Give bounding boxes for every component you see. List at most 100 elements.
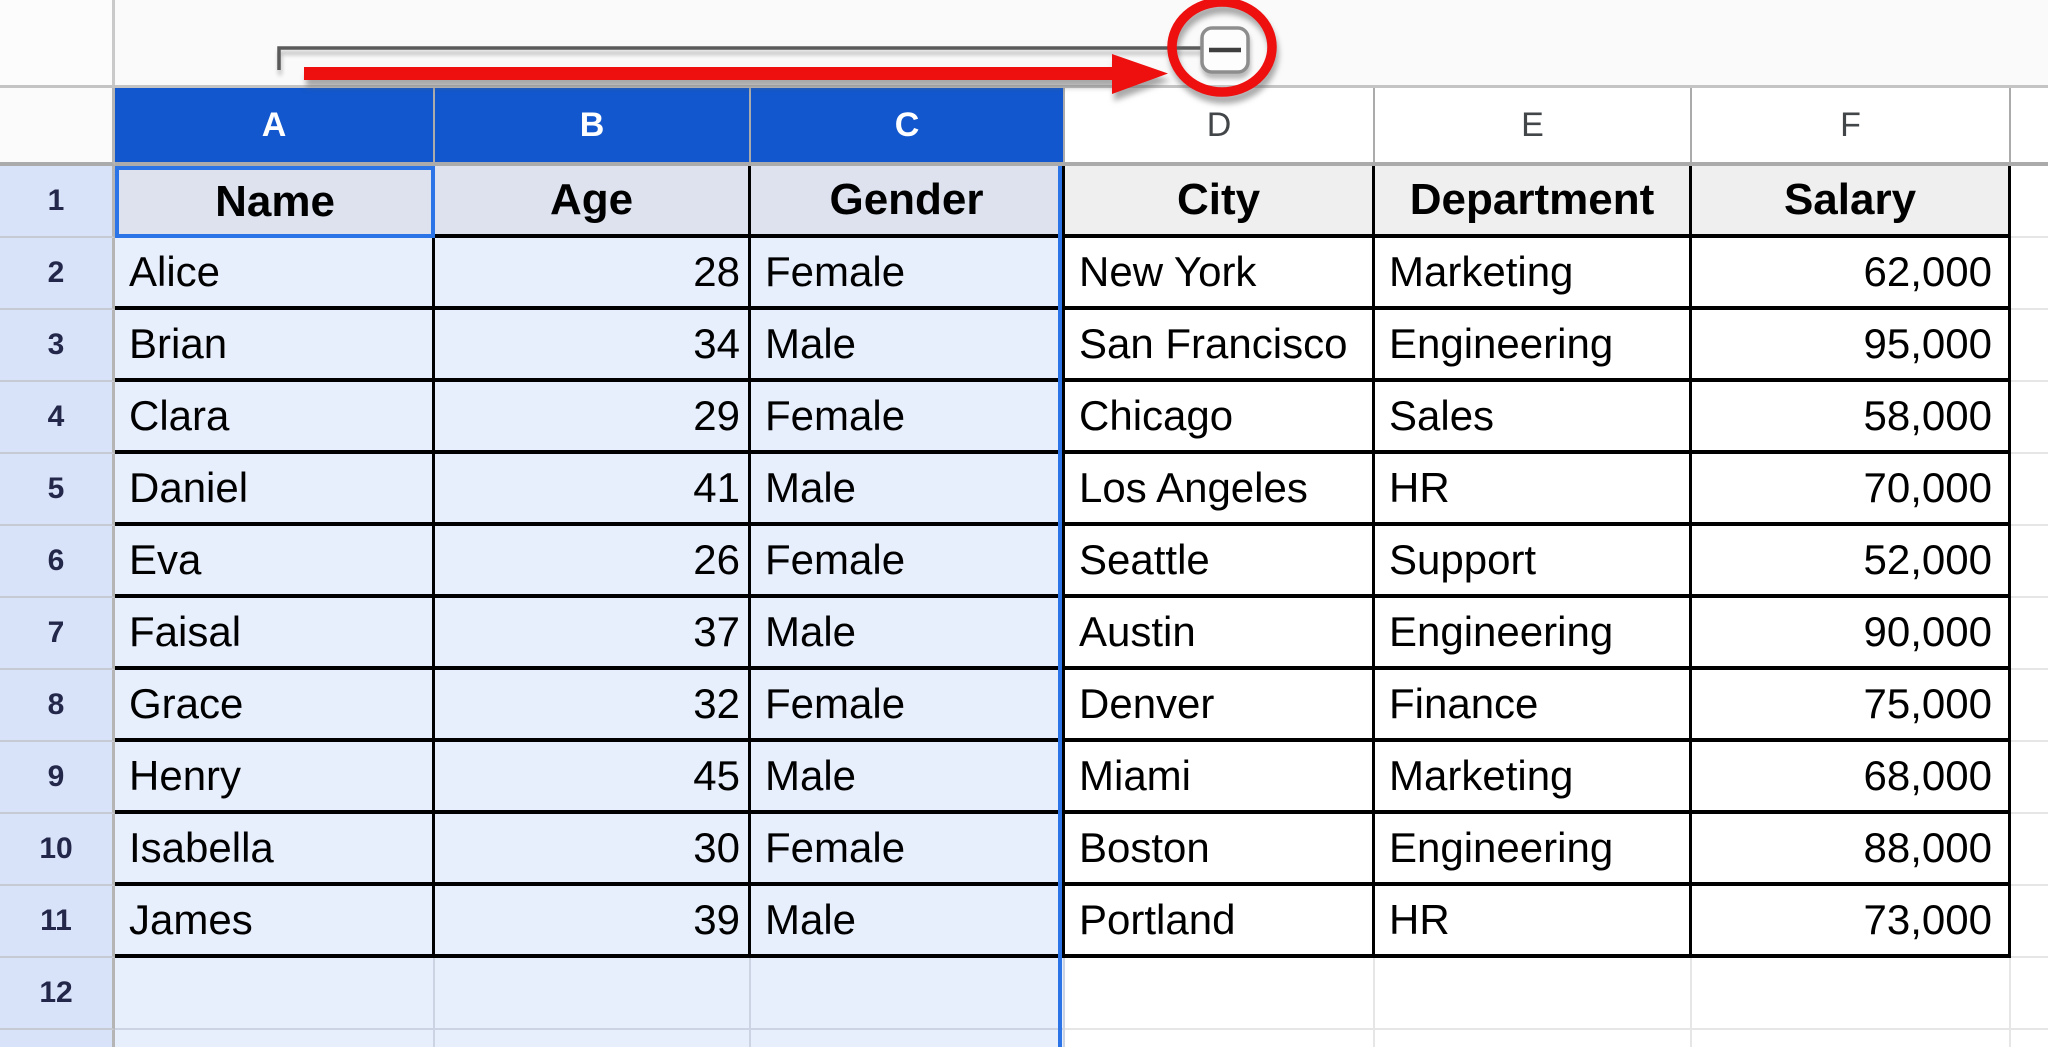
column-header-F[interactable]: F: [1692, 88, 2011, 166]
cell-D1[interactable]: City: [1065, 166, 1375, 238]
cell-A8[interactable]: Grace: [115, 670, 435, 742]
cell-B1[interactable]: Age: [435, 166, 751, 238]
cell-D3[interactable]: San Francisco: [1065, 310, 1375, 382]
cell-F10[interactable]: 88,000: [1692, 814, 2011, 886]
cell-B12[interactable]: [435, 958, 751, 1030]
cell-A9[interactable]: Henry: [115, 742, 435, 814]
selection-right-border: [1058, 166, 1062, 1047]
cell-A4[interactable]: Clara: [115, 382, 435, 454]
row-header-9[interactable]: 9: [0, 742, 115, 814]
cell-C7[interactable]: Male: [751, 598, 1065, 670]
cell-C9[interactable]: Male: [751, 742, 1065, 814]
cell-A12[interactable]: [115, 958, 435, 1030]
cell-A6[interactable]: Eva: [115, 526, 435, 598]
row-header-4[interactable]: 4: [0, 382, 115, 454]
cell-D6[interactable]: Seattle: [1065, 526, 1375, 598]
row-header-12[interactable]: 12: [0, 958, 115, 1030]
cell-A7[interactable]: Faisal: [115, 598, 435, 670]
cell-D11[interactable]: Portland: [1065, 886, 1375, 958]
row-header-1[interactable]: 1: [0, 166, 115, 238]
cell-C6[interactable]: Female: [751, 526, 1065, 598]
cell-C1[interactable]: Gender: [751, 166, 1065, 238]
cell-C3[interactable]: Male: [751, 310, 1065, 382]
row-header-2[interactable]: 2: [0, 238, 115, 310]
cell-C4[interactable]: Female: [751, 382, 1065, 454]
cell-E4[interactable]: Sales: [1375, 382, 1692, 454]
cell-F12[interactable]: [1692, 958, 2011, 1030]
cell-B7[interactable]: 37: [435, 598, 751, 670]
row-header-7[interactable]: 7: [0, 598, 115, 670]
cell-E10[interactable]: Engineering: [1375, 814, 1692, 886]
cell-B13[interactable]: [435, 1030, 751, 1047]
row-header-13[interactable]: 13: [0, 1030, 115, 1047]
cell-E6[interactable]: Support: [1375, 526, 1692, 598]
cell-B8[interactable]: 32: [435, 670, 751, 742]
cell-B10[interactable]: 30: [435, 814, 751, 886]
row-header-5[interactable]: 5: [0, 454, 115, 526]
cell-C10[interactable]: Female: [751, 814, 1065, 886]
cell-E8[interactable]: Finance: [1375, 670, 1692, 742]
column-header-A[interactable]: A: [115, 88, 435, 166]
cell-D10[interactable]: Boston: [1065, 814, 1375, 886]
cell-D13[interactable]: [1065, 1030, 1375, 1047]
cell-F4[interactable]: 58,000: [1692, 382, 2011, 454]
select-all-corner[interactable]: [0, 88, 115, 166]
cell-A3[interactable]: Brian: [115, 310, 435, 382]
cell-F5[interactable]: 70,000: [1692, 454, 2011, 526]
cell-E9[interactable]: Marketing: [1375, 742, 1692, 814]
cell-C11[interactable]: Male: [751, 886, 1065, 958]
column-header-C[interactable]: C: [751, 88, 1065, 166]
cell-D5[interactable]: Los Angeles: [1065, 454, 1375, 526]
cell-F11[interactable]: 73,000: [1692, 886, 2011, 958]
cell-E5[interactable]: HR: [1375, 454, 1692, 526]
row-header-11[interactable]: 11: [0, 886, 115, 958]
cell-C12[interactable]: [751, 958, 1065, 1030]
cell-D2[interactable]: New York: [1065, 238, 1375, 310]
cell-D9[interactable]: Miami: [1065, 742, 1375, 814]
cell-F8[interactable]: 75,000: [1692, 670, 2011, 742]
cell-D7[interactable]: Austin: [1065, 598, 1375, 670]
cell-B3[interactable]: 34: [435, 310, 751, 382]
cell-B6[interactable]: 26: [435, 526, 751, 598]
column-header-B[interactable]: B: [435, 88, 751, 166]
cell-F7[interactable]: 90,000: [1692, 598, 2011, 670]
cell-E11[interactable]: HR: [1375, 886, 1692, 958]
cell-C5[interactable]: Male: [751, 454, 1065, 526]
cell-B11[interactable]: 39: [435, 886, 751, 958]
cell-F9[interactable]: 68,000: [1692, 742, 2011, 814]
cell-A2[interactable]: Alice: [115, 238, 435, 310]
cell-A1[interactable]: Name: [115, 166, 435, 238]
cell-F13[interactable]: [1692, 1030, 2011, 1047]
cell-B4[interactable]: 29: [435, 382, 751, 454]
cell-B5[interactable]: 41: [435, 454, 751, 526]
cell-C13[interactable]: [751, 1030, 1065, 1047]
row-header-6[interactable]: 6: [0, 526, 115, 598]
cell-E13[interactable]: [1375, 1030, 1692, 1047]
cell-D12[interactable]: [1065, 958, 1375, 1030]
sheet-row-12: 12: [0, 958, 2048, 1030]
column-header-E[interactable]: E: [1375, 88, 1692, 166]
cell-A5[interactable]: Daniel: [115, 454, 435, 526]
cell-C2[interactable]: Female: [751, 238, 1065, 310]
cell-E2[interactable]: Marketing: [1375, 238, 1692, 310]
cell-F6[interactable]: 52,000: [1692, 526, 2011, 598]
cell-F3[interactable]: 95,000: [1692, 310, 2011, 382]
cell-A10[interactable]: Isabella: [115, 814, 435, 886]
cell-B9[interactable]: 45: [435, 742, 751, 814]
column-header-D[interactable]: D: [1065, 88, 1375, 166]
row-header-3[interactable]: 3: [0, 310, 115, 382]
row-header-10[interactable]: 10: [0, 814, 115, 886]
cell-D8[interactable]: Denver: [1065, 670, 1375, 742]
cell-D4[interactable]: Chicago: [1065, 382, 1375, 454]
cell-E3[interactable]: Engineering: [1375, 310, 1692, 382]
cell-B2[interactable]: 28: [435, 238, 751, 310]
cell-A13[interactable]: [115, 1030, 435, 1047]
cell-E7[interactable]: Engineering: [1375, 598, 1692, 670]
cell-A11[interactable]: James: [115, 886, 435, 958]
cell-E1[interactable]: Department: [1375, 166, 1692, 238]
cell-E12[interactable]: [1375, 958, 1692, 1030]
cell-F2[interactable]: 62,000: [1692, 238, 2011, 310]
cell-C8[interactable]: Female: [751, 670, 1065, 742]
row-header-8[interactable]: 8: [0, 670, 115, 742]
cell-F1[interactable]: Salary: [1692, 166, 2011, 238]
